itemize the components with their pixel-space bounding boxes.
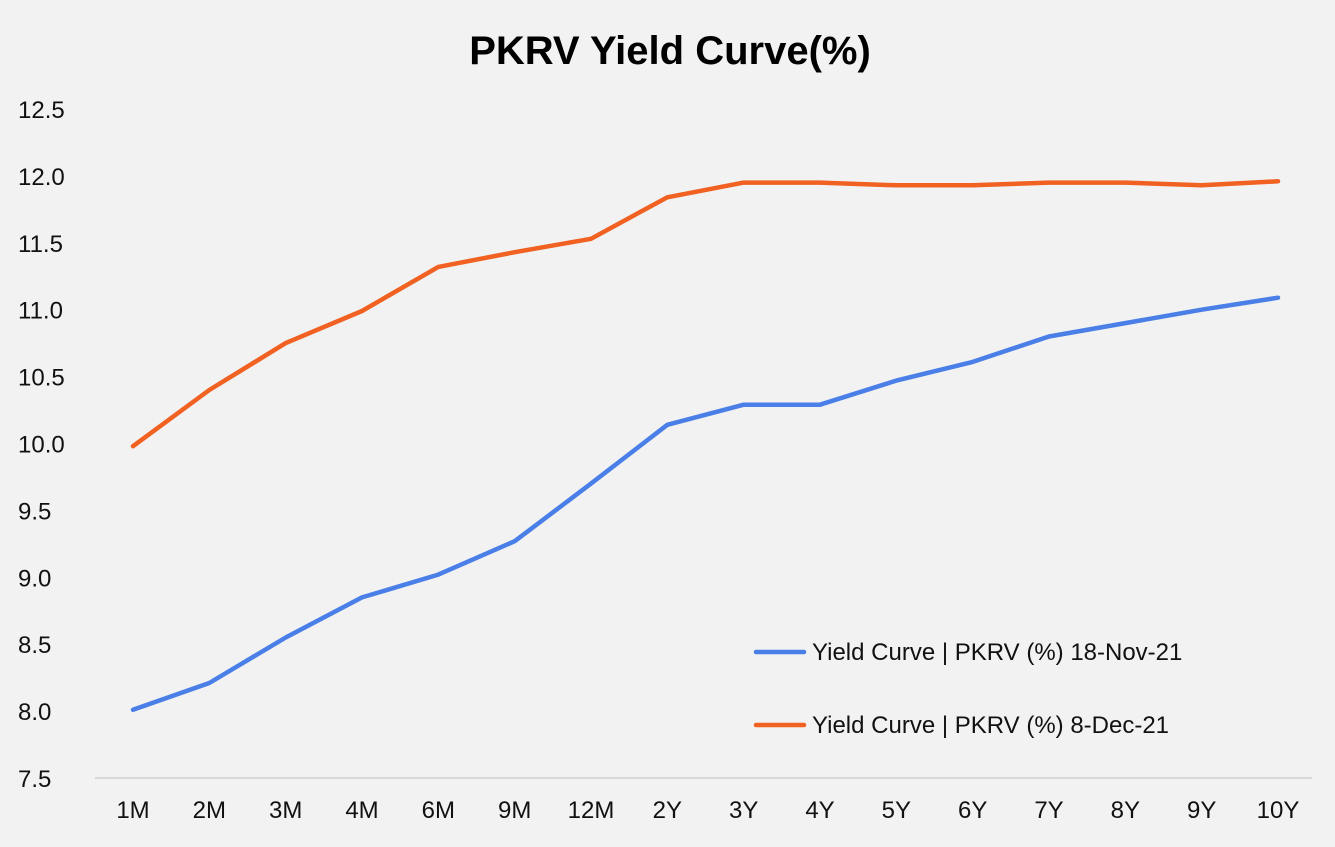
x-axis: 1M 2M 3M 4M 6M 9M 12M 2Y 3Y 4Y 5Y 6Y 7Y 8Y 9Y 10Y (95, 777, 1312, 824)
x-tick-label: 6Y (958, 797, 987, 824)
x-tick-label: 3Y (729, 797, 758, 824)
y-tick-label: 11.5 (18, 231, 63, 258)
series-line-2 (130, 179, 1281, 449)
x-tick-label: 7Y (1034, 797, 1063, 824)
x-tick-label: 2Y (653, 797, 682, 824)
y-tick-label: 12.5 (18, 97, 65, 124)
y-tick-label: 10.5 (18, 365, 65, 392)
x-tick-label: 9Y (1187, 797, 1216, 824)
x-tick-label: 8Y (1111, 797, 1140, 824)
x-tick-label: 3M (269, 797, 302, 824)
legend-label-1: Yield Curve | PKRV (%) 18-Nov-21 (812, 639, 1182, 666)
x-tick-label: 12M (568, 797, 615, 824)
x-tick-label: 4M (345, 797, 378, 824)
legend-label-2: Yield Curve | PKRV (%) 8-Dec-21 (812, 712, 1169, 739)
legend: Yield Curve | PKRV (%) 18-Nov-21 Yield Cu… (753, 639, 1182, 739)
x-tick-label: 1M (116, 797, 149, 824)
series-line-1 (130, 295, 1281, 713)
x-tick-label: 10Y (1257, 797, 1300, 824)
x-tick-label: 2M (193, 797, 226, 824)
y-tick-label: 12.0 (18, 164, 65, 191)
y-tick-label: 8.5 (18, 632, 51, 659)
y-tick-label: 10.0 (18, 432, 65, 459)
x-tick-label: 9M (498, 797, 531, 824)
x-tick-label: 4Y (805, 797, 834, 824)
y-tick-label: 7.5 (18, 766, 51, 793)
chart-title: PKRV Yield Curve(%) (469, 29, 871, 73)
y-tick-label: 8.0 (18, 699, 51, 726)
x-tick-label: 6M (422, 797, 455, 824)
y-tick-label: 9.0 (18, 565, 51, 592)
y-tick-label: 11.0 (18, 298, 63, 325)
x-tick-label: 5Y (882, 797, 911, 824)
series-layer (130, 179, 1281, 713)
y-tick-label: 9.5 (18, 498, 51, 525)
y-axis: 7.5 8.0 8.5 9.0 9.5 10.0 10.5 11.0 11.5 12.0 12.5 (18, 97, 65, 793)
